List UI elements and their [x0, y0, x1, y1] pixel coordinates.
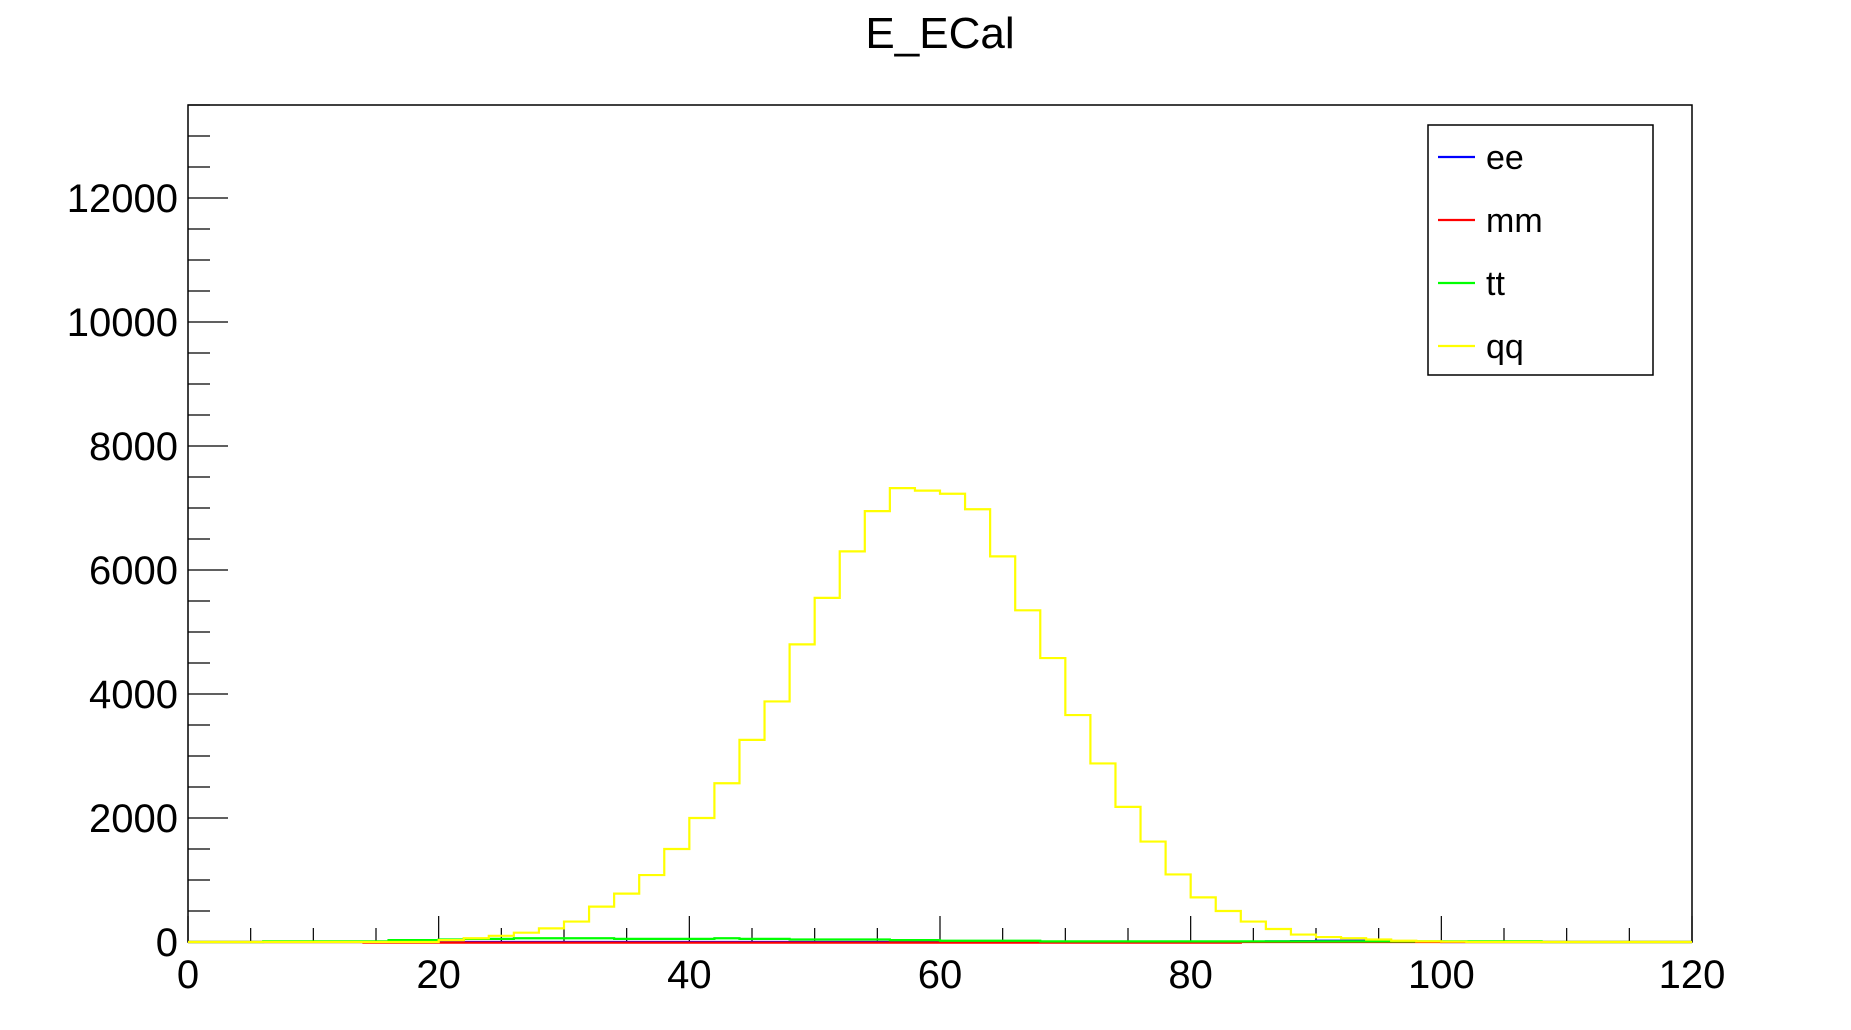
- legend-label-ee: ee: [1486, 139, 1524, 177]
- x-tick-label: 60: [918, 953, 963, 997]
- x-tick-label: 120: [1659, 953, 1726, 997]
- x-tick-label: 100: [1408, 953, 1475, 997]
- legend-box: [1427, 124, 1654, 376]
- legend-label-mm: mm: [1486, 202, 1543, 240]
- y-tick-label: 4000: [89, 673, 178, 717]
- y-axis: 0 2000 4000 6000 8000 10000 12000: [67, 104, 228, 965]
- legend-label-qq: qq: [1486, 328, 1524, 366]
- series-qq-line: [188, 487, 1692, 944]
- x-tick-label: 80: [1168, 953, 1213, 997]
- legend-entries: ee mm tt qq: [1438, 139, 1543, 366]
- x-axis: 0 20 40 60 80 100 120: [177, 916, 1726, 997]
- y-tick-label: 12000: [67, 177, 178, 221]
- y-tick-label: 0: [156, 921, 178, 965]
- legend-label-tt: tt: [1486, 265, 1505, 303]
- y-tick-label: 6000: [89, 549, 178, 593]
- legend: ee mm tt qq: [1427, 124, 1654, 376]
- x-tick-label: 20: [416, 953, 461, 997]
- y-tick-label: 10000: [67, 301, 178, 345]
- y-tick-label: 8000: [89, 425, 178, 469]
- x-tick-label: 0: [177, 953, 199, 997]
- y-tick-label: 2000: [89, 797, 178, 841]
- chart-title: E_ECal: [865, 9, 1014, 58]
- x-tick-label: 40: [667, 953, 712, 997]
- series-layer: [188, 487, 1692, 944]
